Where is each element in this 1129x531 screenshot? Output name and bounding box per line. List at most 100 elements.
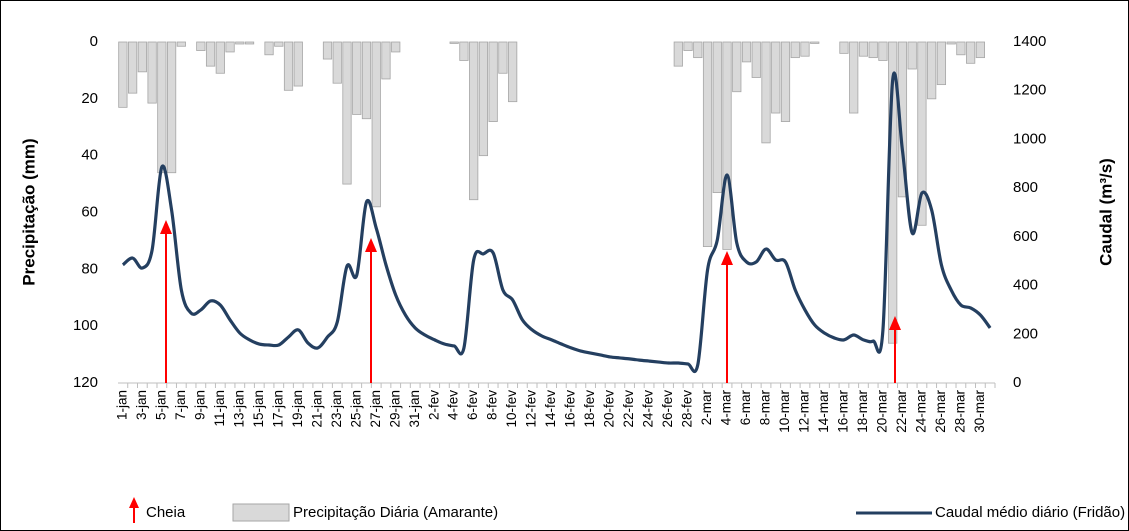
- bar: [361, 41, 372, 120]
- x-tick-label: 10-fev: [504, 390, 519, 428]
- x-tick-label: 29-jan: [387, 390, 402, 428]
- bar: [352, 41, 362, 115]
- y-tick-label: 40: [81, 147, 98, 164]
- bar: [917, 41, 927, 226]
- bar: [157, 41, 167, 174]
- arrow-head: [889, 316, 901, 330]
- x-tick-label: 13-jan: [231, 390, 246, 428]
- x-tick-label: 18-fev: [582, 390, 597, 428]
- x-tick-label: 24-mar: [913, 390, 928, 433]
- bar: [751, 41, 761, 78]
- x-tick-label: 27-jan: [368, 390, 383, 428]
- y2-tick-label: 0: [1013, 374, 1021, 391]
- bar: [196, 41, 206, 51]
- bar: [469, 41, 479, 201]
- bar: [790, 41, 800, 59]
- y-tick-label: 120: [73, 374, 98, 391]
- y2-tick-label: 1400: [1013, 33, 1046, 50]
- x-tick-label: 15-jan: [251, 390, 266, 428]
- bar: [868, 41, 878, 59]
- bar: [147, 41, 157, 104]
- x-tick-label: 5-jan: [153, 390, 168, 420]
- bar: [498, 41, 508, 74]
- bar: [274, 41, 284, 47]
- bar: [966, 41, 976, 64]
- y2-tick-label: 400: [1013, 277, 1038, 294]
- x-tick-label: 2-mar: [699, 390, 714, 426]
- x-tick-label: 31-jan: [407, 390, 422, 428]
- bar: [878, 41, 888, 61]
- legend-arrow-head: [129, 497, 139, 508]
- bar: [166, 41, 177, 174]
- x-tick-label: 7-jan: [173, 390, 188, 420]
- bar: [459, 41, 469, 61]
- x-tick-label: 26-mar: [933, 390, 948, 433]
- x-tick-label: 14-fev: [543, 390, 558, 428]
- bar: [975, 41, 985, 59]
- bar: [780, 41, 791, 122]
- x-tick-label: 9-jan: [192, 390, 207, 420]
- x-tick-label: 1-jan: [114, 390, 129, 420]
- bar: [761, 41, 771, 144]
- arrow-head: [721, 251, 733, 265]
- x-tick-label: 26-fev: [660, 390, 675, 428]
- arrow-head: [365, 238, 377, 252]
- x-tick-label: 16-mar: [836, 390, 851, 433]
- y2-axis-title: Caudal (m³/s): [1096, 158, 1115, 266]
- legend-swatch: [232, 503, 290, 522]
- y-tick-label: 0: [90, 33, 98, 50]
- bar: [722, 41, 732, 250]
- bar: [810, 41, 820, 44]
- x-tick-label: 19-jan: [290, 390, 305, 428]
- y-tick-label: 20: [81, 90, 98, 107]
- x-tick-label: 23-jan: [329, 390, 344, 428]
- x-tick-label: 6-fev: [465, 390, 480, 420]
- bar: [205, 41, 216, 67]
- bar: [283, 41, 294, 91]
- x-tick-label: 21-jan: [309, 390, 324, 428]
- bar: [927, 41, 937, 100]
- bar: [128, 41, 138, 94]
- bar: [137, 41, 147, 73]
- x-tick-label: 2-fev: [426, 390, 441, 420]
- bar: [118, 41, 128, 108]
- bar: [839, 41, 849, 54]
- bar: [488, 41, 498, 122]
- bar: [244, 41, 255, 45]
- legend-label: Caudal médio diário (Fridão): [935, 504, 1125, 521]
- x-tick-label: 20-mar: [875, 390, 890, 433]
- x-tick-label: 12-mar: [797, 390, 812, 433]
- bar: [936, 41, 947, 86]
- x-tick-label: 22-mar: [894, 390, 909, 433]
- arrow-head: [160, 220, 172, 234]
- y-axis-title: Precipitação (mm): [19, 138, 38, 285]
- bar: [381, 41, 391, 80]
- x-tick-label: 10-mar: [777, 390, 792, 433]
- legend-label: Precipitação Diária (Amarante): [293, 504, 498, 521]
- x-tick-label: 28-mar: [952, 390, 967, 433]
- x-tick-label: 8-mar: [758, 390, 773, 426]
- bar: [732, 41, 742, 93]
- bar: [702, 41, 713, 248]
- bar: [849, 41, 859, 114]
- line: [121, 71, 992, 374]
- bar: [293, 41, 303, 87]
- bar: [673, 41, 683, 67]
- x-tick-label: 4-fev: [446, 390, 461, 420]
- x-tick-label: 18-mar: [855, 390, 870, 433]
- bar: [371, 41, 381, 208]
- y2-tick-label: 1000: [1013, 130, 1046, 147]
- bar: [322, 41, 333, 60]
- x-tick-label: 28-fev: [680, 390, 695, 428]
- y-tick-label: 100: [73, 317, 98, 334]
- x-tick-label: 3-jan: [134, 390, 149, 420]
- x-tick-label: 24-fev: [641, 390, 656, 428]
- y2-tick-label: 800: [1013, 179, 1038, 196]
- x-tick-label: 20-fev: [602, 390, 617, 428]
- bar: [225, 41, 235, 53]
- bar: [235, 41, 245, 45]
- x-tick-label: 11-jan: [212, 390, 227, 427]
- bar: [800, 41, 810, 57]
- x-tick-label: 8-fev: [485, 390, 500, 420]
